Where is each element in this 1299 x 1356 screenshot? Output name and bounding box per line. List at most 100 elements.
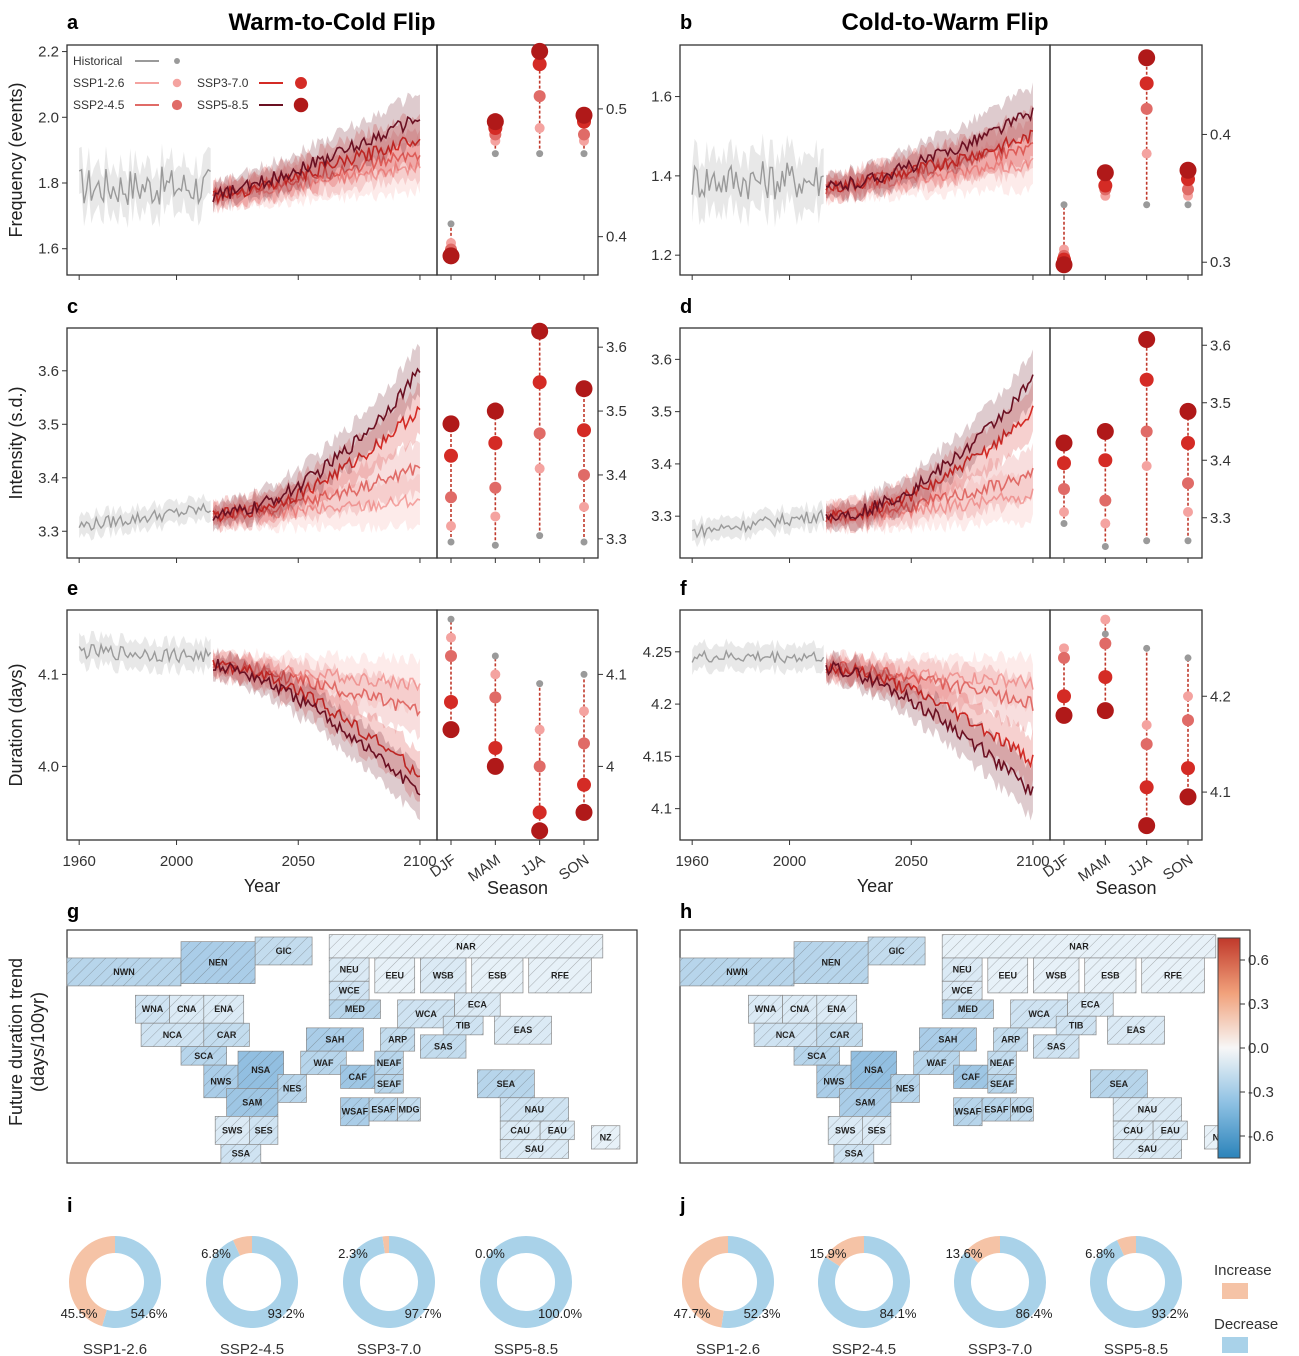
season-dot-SSP5-8.5-SON [575,803,593,821]
region-hatch-ESAF [369,1097,398,1122]
spread-SSP1-2.6 [826,649,1033,715]
season-xtick-label: JJA [518,851,548,879]
region-label-SAH: SAH [325,1035,344,1045]
panel-label-i: i [67,1195,73,1217]
donut-increase-pct: 45.5% [61,1306,98,1321]
region-label-NEU: NEU [340,965,359,975]
historical-line [691,508,825,539]
map-y-title-2: (days/100yr) [28,992,48,1092]
region-label-ARP: ARP [1001,1035,1020,1045]
region-label-CNA: CNA [790,1004,810,1014]
season-dot-SSP1-2.6-DJF [446,521,456,532]
region-label-NEU: NEU [953,965,972,975]
panel-e-season-frame [436,609,599,841]
region-hatch-SES [862,1116,891,1145]
season-dot-SSP3-7.0-DJF [444,448,458,463]
donut-decrease-pct: 93.2% [1152,1306,1189,1321]
season-dot-SSP3-7.0-JJA [1139,76,1154,91]
region-label-WCA: WCA [415,1009,437,1019]
season-dot-SSP1-2.6-MAM [1100,614,1111,625]
donut-decrease-SSP5-8.5 [480,1236,572,1328]
spread-SSP1-2.6 [826,132,1033,206]
season-dot-SSP1-2.6-MAM [490,669,501,680]
region-label-NZ: NZ [600,1132,612,1142]
season-dot-SSP5-8.5-SON [575,380,593,398]
line-SSP3-7.0 [212,659,421,778]
region-label-SAU: SAU [1138,1144,1157,1154]
panel-label-a: a [67,12,79,34]
region-hatch-CAF [953,1065,988,1089]
season-dot-SSP3-7.0-SON [577,777,591,792]
region-label-WCE: WCE [339,986,360,996]
legend-decrease-label: Decrease [1214,1316,1278,1333]
region-hatch-ARP [380,1027,415,1052]
season-ytick-label: 0.3 [1210,254,1231,271]
region-hatch-SEA [477,1069,535,1098]
legend-label-SSP1-2.6: SSP1-2.6 [73,76,125,90]
title-cold-to-warm: Cold-to-Warm Flip [841,9,1048,36]
season-dot-SSP5-8.5-SON [575,106,593,124]
season-ytick-label: 3.6 [606,339,627,356]
region-hatch-EAU [1153,1121,1188,1140]
donut-decrease-pct: 84.1% [880,1306,917,1321]
season-dot-Historical-MAM [1101,630,1109,638]
colorbar-tick-label: -0.6 [1248,1128,1274,1145]
season-ytick-label: 4.1 [1210,784,1231,801]
region-hatch-SAM [839,1088,891,1117]
region-label-NEN: NEN [822,958,841,968]
season-dot-SSP1-2.6-MAM [1100,518,1111,529]
season-xtick-label: SON [556,851,592,884]
region-label-RFE: RFE [1164,970,1182,980]
season-dot-SSP2-4.5-SON [1182,183,1194,196]
region-hatch-WNA [748,995,783,1024]
season-dot-SSP5-8.5-MAM [486,113,504,131]
region-hatch-SAM [226,1088,278,1117]
donut-caption: SSP3-7.0 [968,1341,1032,1356]
donut-decrease-pct: 100.0% [538,1306,583,1321]
season-dot-SSP5-8.5-DJF [1055,706,1073,724]
region-hatch-WSB [420,957,466,993]
season-dot-SSP5-8.5-JJA [531,42,549,60]
donut-caption: SSP3-7.0 [357,1341,421,1356]
season-dot-SSP5-8.5-MAM [1096,702,1114,720]
season-dot-SSP2-4.5-SON [578,737,590,750]
donut-decrease-pct: 54.6% [131,1306,168,1321]
region-label-WNA: WNA [755,1004,777,1014]
panel-f-season-frame [1049,609,1203,841]
title-warm-to-cold: Warm-to-Cold Flip [228,9,435,36]
region-hatch-SES [249,1116,278,1145]
region-label-WAF: WAF [927,1058,947,1068]
line-SSP5-8.5 [825,374,1034,522]
season-dot-SSP5-8.5-MAM [1096,423,1114,440]
region-label-CAU: CAU [1123,1125,1143,1135]
region-hatch-GIC [255,936,313,965]
region-hatch-WSAF [340,1097,370,1126]
x-axis-title: Year [244,876,280,896]
ytick-label: 1.8 [38,175,59,192]
region-hatch-ARP [993,1027,1028,1052]
xtick-label: 2000 [160,853,193,870]
x-axis-title: Year [857,876,893,896]
season-dot-SSP5-8.5-MAM [486,402,504,420]
region-hatch-NSA [238,1051,284,1089]
region-hatch-SCA [181,1046,227,1066]
season-dot-SSP5-8.5-SON [1179,161,1197,179]
region-label-EEU: EEU [385,970,404,980]
ytick-label: 3.3 [651,508,672,525]
panel-a-season-frame [436,44,599,276]
region-label-WSB: WSB [433,970,454,980]
legend-increase-swatch [1222,1283,1248,1299]
donut-decrease-SSP1-2.6 [721,1236,774,1328]
region-hatch-SAS [420,1034,466,1059]
region-label-SCA: SCA [807,1051,827,1061]
region-label-SEAF: SEAF [990,1079,1015,1089]
ytick-label: 4.0 [38,758,59,775]
xtick-label: 2100 [1016,853,1049,870]
region-label-SAH: SAH [938,1035,957,1045]
ytick-label: 1.2 [651,247,672,264]
region-hatch-NES [890,1074,920,1103]
region-label-SCA: SCA [194,1051,214,1061]
season-dot-SSP5-8.5-JJA [1138,331,1156,348]
spread-SSP3-7.0 [826,380,1033,534]
